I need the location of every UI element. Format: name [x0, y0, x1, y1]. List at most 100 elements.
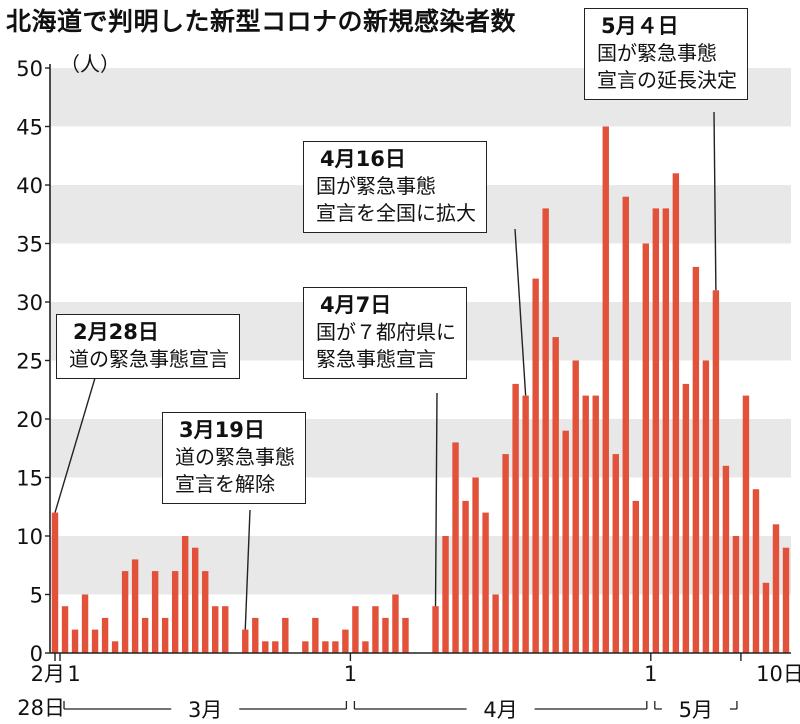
bar — [672, 173, 680, 654]
bar — [592, 395, 599, 653]
annotation-date: 5月４日 — [601, 14, 679, 38]
y-tick-label: 40 — [16, 174, 43, 198]
bar — [372, 606, 379, 653]
bar — [522, 395, 529, 653]
annotation-leader — [54, 377, 96, 513]
bar — [732, 536, 740, 653]
bar — [562, 430, 569, 653]
bar — [582, 395, 589, 653]
annotation-leader — [713, 111, 717, 291]
bar — [71, 629, 79, 653]
bar — [532, 278, 539, 653]
bar — [762, 582, 770, 653]
bar — [312, 617, 319, 653]
annotation-text: 宣言を全国に拡大 — [316, 201, 476, 225]
chart-title: 北海道で判明した新型コロナの新規感染者数 — [6, 7, 517, 36]
bar — [362, 641, 369, 653]
bar — [512, 383, 519, 653]
y-tick-label: 30 — [16, 291, 43, 315]
annotation-date: 2月28日 — [73, 320, 159, 344]
bar — [462, 500, 469, 653]
bar — [652, 208, 660, 653]
bar — [171, 571, 179, 653]
annotation-leader — [434, 392, 438, 607]
grid-band — [50, 536, 791, 595]
x-tick-label: 10日 — [756, 662, 800, 686]
bar — [492, 594, 499, 653]
bar — [151, 571, 159, 653]
bar — [402, 617, 409, 653]
bar — [262, 641, 269, 653]
y-tick-label: 10 — [16, 525, 43, 549]
bar — [161, 617, 169, 653]
bar — [712, 290, 720, 653]
y-tick-label: 15 — [16, 467, 43, 491]
annotation-text: 道の緊急事態宣言 — [69, 347, 229, 371]
bar — [542, 208, 549, 653]
bar — [442, 536, 449, 653]
bar — [252, 617, 259, 653]
annotation-text: 道の緊急事態 — [175, 445, 295, 469]
bar — [282, 617, 289, 653]
month-label: 3月 — [188, 698, 222, 722]
bar — [702, 360, 710, 653]
annotation-text: 国が緊急事態 — [597, 41, 717, 65]
y-tick-label: 45 — [16, 116, 43, 140]
bar — [772, 524, 780, 653]
bar — [121, 571, 129, 653]
x-tick-label: 2月 — [31, 662, 65, 686]
bar — [602, 126, 609, 653]
bar — [302, 641, 309, 653]
bar — [111, 641, 119, 653]
bar — [91, 629, 99, 653]
bar — [392, 594, 399, 653]
bar — [432, 606, 439, 653]
bar — [632, 500, 639, 653]
y-tick-label: 35 — [16, 233, 43, 257]
month-label: 4月 — [483, 698, 517, 722]
annotation-leader — [244, 509, 251, 630]
x-corner-label: 28日 — [17, 696, 65, 720]
bar — [612, 454, 619, 653]
y-tick-label: 0 — [30, 642, 43, 666]
annotation-date: 4月7日 — [320, 293, 392, 317]
bar — [81, 594, 89, 653]
bar — [662, 208, 670, 653]
bar — [552, 337, 559, 653]
bar — [642, 243, 650, 653]
annotation-may4: 5月４日 国が緊急事態 宣言の延長決定 — [584, 8, 748, 100]
bar — [742, 395, 750, 653]
annotation-text: 宣言を解除 — [175, 472, 275, 496]
bar — [222, 606, 229, 653]
bar — [181, 536, 189, 653]
bar — [622, 196, 629, 653]
y-tick-label: 5 — [30, 584, 43, 608]
bar — [502, 454, 509, 653]
bar — [131, 559, 139, 653]
annotation-text: 国が緊急事態 — [316, 174, 436, 198]
bar — [782, 547, 790, 653]
y-tick-label: 50 — [16, 57, 43, 81]
bar — [272, 641, 279, 653]
y-tick-label: 25 — [16, 350, 43, 374]
bar — [452, 442, 459, 653]
bar — [692, 266, 700, 653]
x-tick-label: 1 — [644, 662, 657, 686]
bar — [352, 606, 359, 653]
annotation-apr16: 4月16日 国が緊急事態 宣言を全国に拡大 — [303, 141, 487, 233]
bar — [242, 629, 249, 653]
annotation-mar19: 3月19日 道の緊急事態 宣言を解除 — [162, 412, 306, 504]
annotation-text: 緊急事態宣言 — [316, 347, 436, 371]
annotation-text: 国が７都府県に — [316, 320, 456, 344]
bar — [482, 512, 489, 653]
bar — [51, 512, 59, 653]
month-label: 5月 — [679, 698, 713, 722]
y-tick-label: 20 — [16, 408, 43, 432]
annotation-date: 3月19日 — [179, 418, 265, 442]
bar — [332, 641, 339, 653]
bar — [722, 465, 730, 653]
bar — [212, 606, 219, 653]
bar — [61, 606, 69, 653]
bar — [191, 547, 199, 653]
y-axis-label: （人） — [60, 52, 120, 76]
